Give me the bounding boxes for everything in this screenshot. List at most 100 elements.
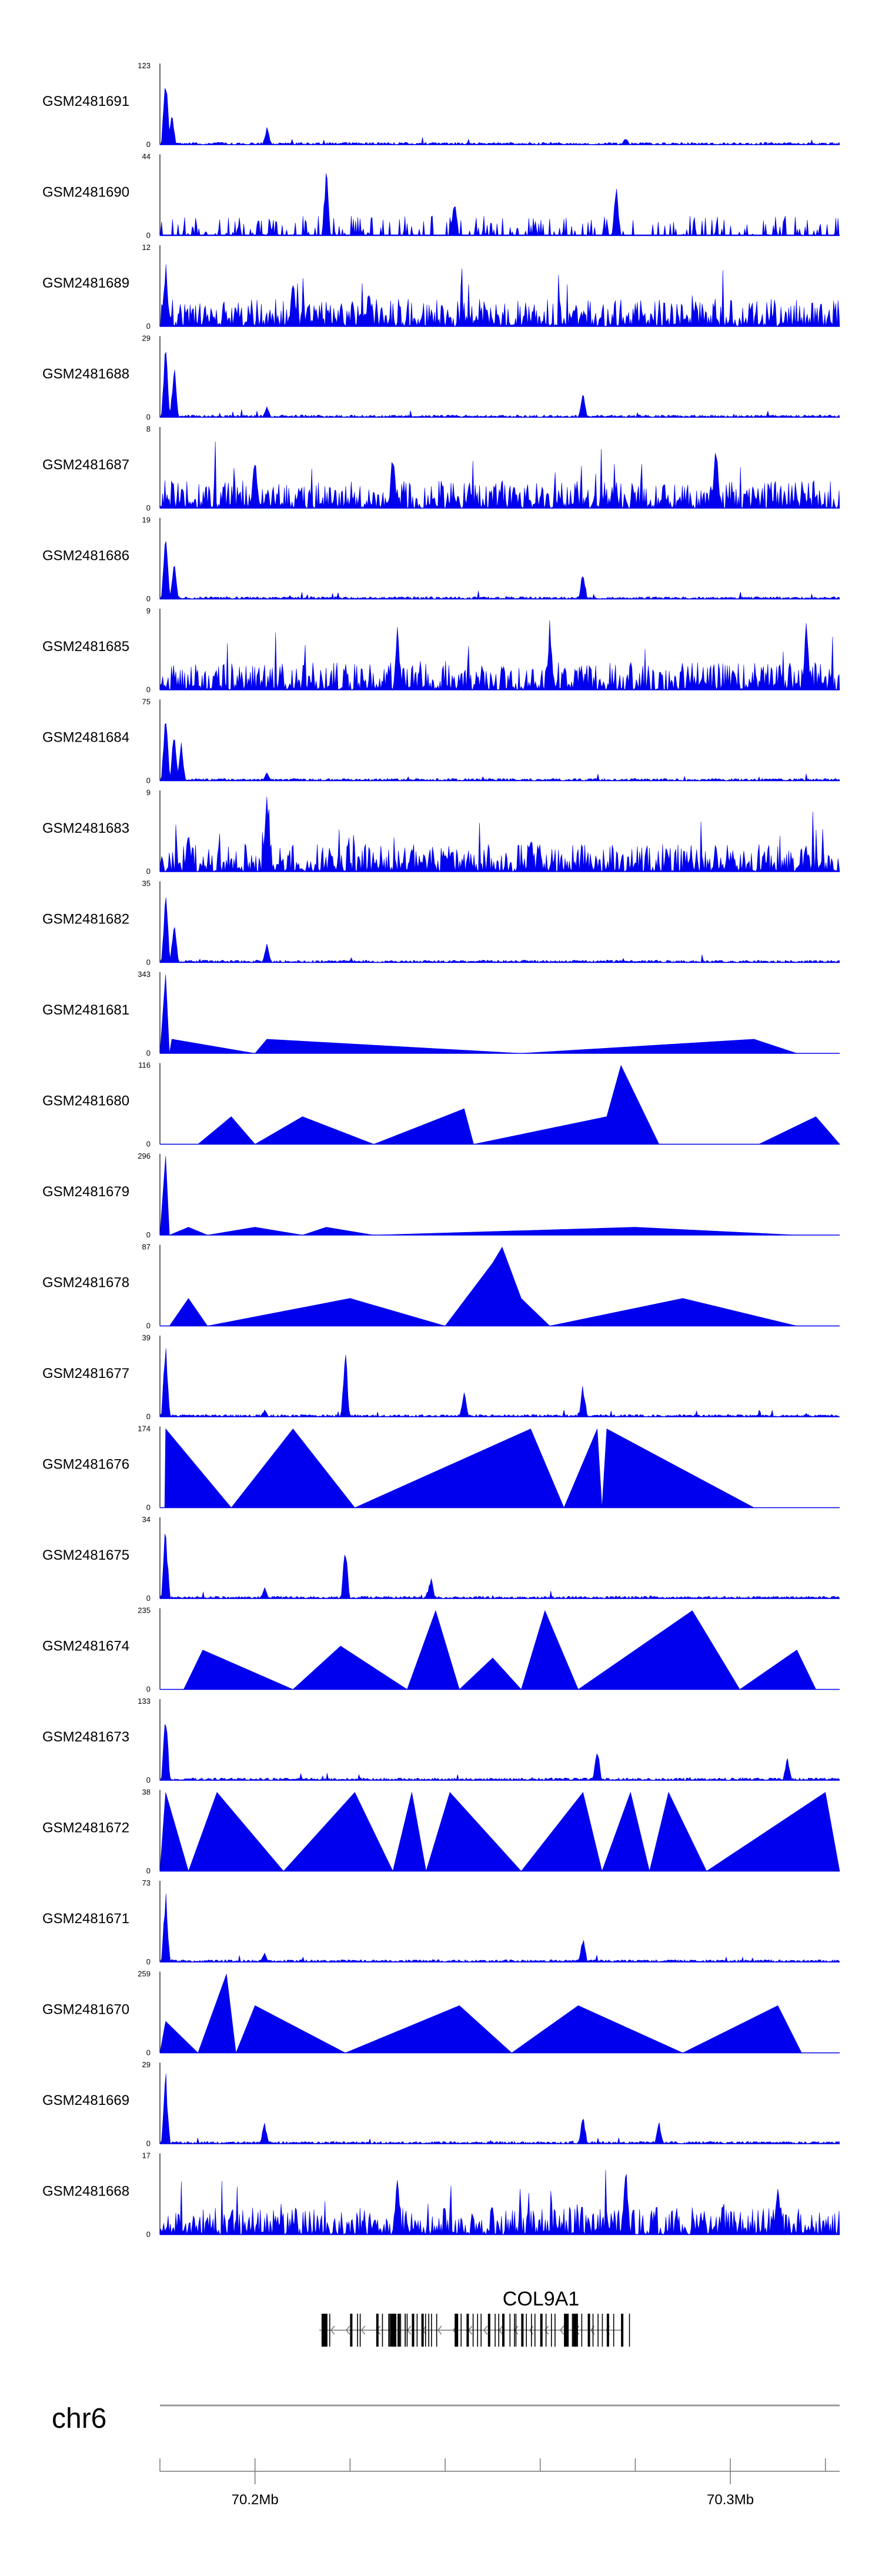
track-label: GSM2481670: [42, 2002, 129, 2018]
track-GSM2481684: GSM2481684 75 0: [42, 698, 840, 785]
gene-exon: [534, 2314, 536, 2347]
track-GSM2481686: GSM2481686 19 0: [42, 516, 840, 603]
track-GSM2481675: GSM2481675 34 0: [42, 1515, 840, 1603]
track-ymax-label: 75: [142, 698, 151, 706]
track-ymin-label: 0: [146, 140, 151, 149]
track-ymax-label: 12: [142, 243, 151, 252]
track-label: GSM2481688: [42, 366, 129, 382]
track-label: GSM2481680: [42, 1093, 129, 1109]
track-GSM2481678: GSM2481678 87 0: [42, 1243, 840, 1330]
track-ymax-label: 44: [142, 152, 151, 161]
track-ymax-label: 123: [138, 61, 151, 70]
gene-exon: [531, 2314, 532, 2347]
strand-arrow: [437, 2325, 442, 2335]
track-GSM2481682: GSM2481682 35 0: [42, 879, 840, 967]
genomic-axis: 70.2Mb 70.3Mb: [159, 2458, 840, 2508]
gene-exon: [495, 2314, 496, 2347]
gene-exon: [397, 2314, 400, 2347]
track-label: GSM2481685: [42, 639, 129, 655]
track-label: GSM2481687: [42, 457, 129, 473]
track-ymax-label: 259: [138, 1970, 151, 1978]
track-label: GSM2481690: [42, 185, 129, 201]
track-ymin-label: 0: [146, 1776, 151, 1784]
gene-exon: [388, 2314, 389, 2347]
track-label: GSM2481684: [42, 730, 129, 746]
track-signal: [159, 541, 840, 600]
gene-exon: [587, 2314, 590, 2347]
gene-exon: [621, 2314, 624, 2347]
gene-exon: [455, 2314, 459, 2347]
track-GSM2481671: GSM2481671 73 0: [42, 1878, 840, 1966]
gene-exon: [405, 2314, 406, 2347]
track-signal: [159, 796, 840, 873]
gene-exon: [390, 2314, 397, 2347]
track-ymin-label: 0: [146, 776, 151, 785]
track-ymax-label: 87: [142, 1243, 151, 1252]
track-ymin-label: 0: [146, 1503, 151, 1512]
track-ymax-label: 8: [146, 425, 151, 433]
gene-track: COL9A1: [319, 2288, 630, 2347]
track-label: GSM2481672: [42, 1820, 129, 1836]
track-GSM2481688: GSM2481688 29 0: [42, 334, 840, 422]
track-ymin-label: 0: [146, 1049, 151, 1057]
track-label: GSM2481683: [42, 820, 129, 836]
track-GSM2481673: GSM2481673 133 0: [42, 1697, 840, 1784]
track-ymax-label: 9: [146, 606, 151, 615]
gene-exon: [436, 2314, 437, 2347]
gene-exon: [514, 2314, 515, 2347]
gene-exon: [597, 2314, 599, 2347]
track-signal: [159, 351, 840, 418]
track-ymin-label: 0: [146, 2139, 151, 2148]
track-signal: [159, 2074, 840, 2144]
track-signal: [159, 1534, 840, 1599]
track-signal: [183, 1610, 817, 1690]
strand-arrow: [345, 2325, 350, 2335]
gene-exon: [329, 2314, 330, 2347]
gene-exon: [431, 2314, 432, 2347]
track-label: GSM2481682: [42, 912, 129, 927]
track-ymax-label: 17: [142, 2151, 151, 2160]
track-signal: [159, 1893, 840, 1963]
track-label: GSM2481686: [42, 548, 129, 564]
track-ymin-label: 0: [146, 1412, 151, 1421]
gene-exon: [406, 2314, 408, 2347]
track-ymin-label: 0: [146, 503, 151, 512]
track-label: GSM2481668: [42, 2184, 129, 2200]
track-ymin-label: 0: [146, 1685, 151, 1694]
gene-exon: [602, 2314, 603, 2347]
track-ymin-label: 0: [146, 1594, 151, 1603]
gene-exon: [550, 2314, 552, 2347]
track-label: GSM2481679: [42, 1184, 129, 1200]
track-GSM2481691: GSM2481691 123 0: [42, 61, 840, 149]
gene-exon: [428, 2314, 429, 2347]
track-signal: [169, 1246, 797, 1326]
track-GSM2481674: GSM2481674 235 0: [42, 1606, 840, 1694]
gene-exon: [540, 2314, 543, 2347]
track-ymin-label: 0: [146, 685, 151, 694]
gene-exon: [357, 2314, 358, 2347]
gene-model-col9a1: [319, 2314, 630, 2347]
track-label: GSM2481673: [42, 1729, 129, 1745]
track-signal: [197, 1065, 840, 1144]
track-ymax-label: 39: [142, 1333, 151, 1342]
track-ymax-label: 29: [142, 2060, 151, 2069]
gene-exon: [477, 2314, 479, 2347]
track-signal: [159, 1348, 840, 1417]
gene-exon: [573, 2314, 577, 2347]
gene-exon: [564, 2314, 569, 2347]
gene-exon: [466, 2314, 469, 2347]
track-GSM2481677: GSM2481677 39 0: [42, 1333, 840, 1421]
track-ymax-label: 133: [138, 1697, 151, 1706]
track-signal: [160, 88, 840, 145]
track-ymin-label: 0: [146, 2230, 151, 2239]
track-ymax-label: 34: [142, 1515, 151, 1524]
track-label: GSM2481674: [42, 1639, 129, 1654]
track-ymax-label: 29: [142, 334, 151, 343]
track-ymax-label: 19: [142, 516, 151, 525]
track-signal: [159, 264, 840, 328]
track-label: GSM2481678: [42, 1275, 129, 1291]
gene-exon: [412, 2314, 415, 2347]
track-GSM2481669: GSM2481669 29 0: [42, 2060, 840, 2148]
chromosome-label: chr6: [52, 2403, 106, 2434]
